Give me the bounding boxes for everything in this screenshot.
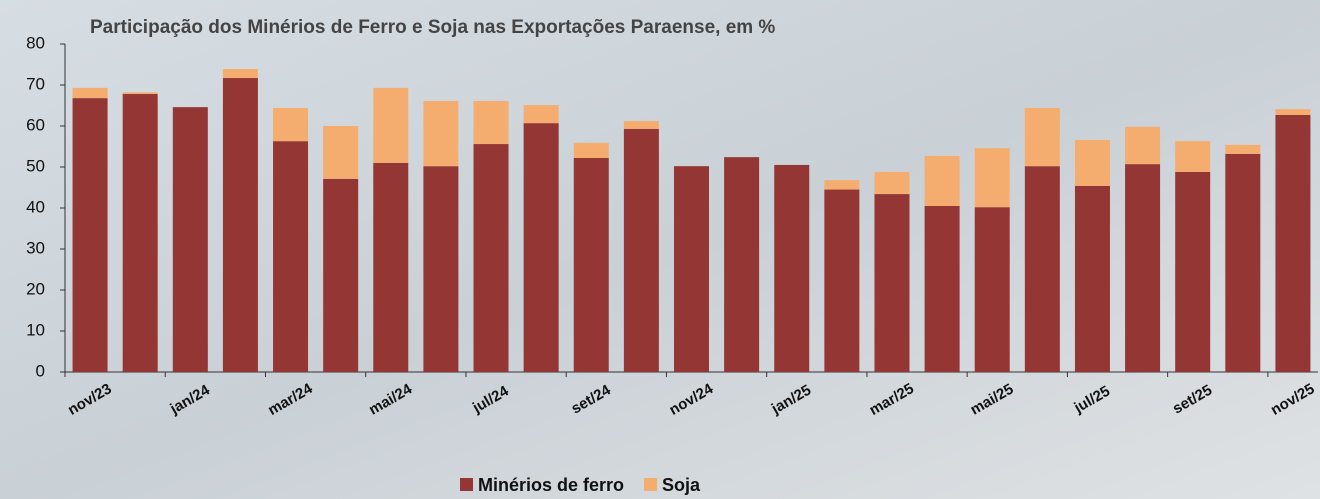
- bar-segment: [1275, 114, 1311, 373]
- y-tick-label: 20: [26, 279, 45, 298]
- legend-label: Minérios de ferro: [478, 475, 624, 495]
- bar-segment: [473, 100, 509, 145]
- bar-segment: [874, 171, 910, 195]
- bar-segment: [774, 164, 810, 372]
- bar-segment: [473, 144, 509, 372]
- bar-segment: [623, 121, 659, 129]
- bar-segment: [1125, 126, 1161, 165]
- y-tick-label: 50: [26, 156, 45, 175]
- bar-segment: [222, 78, 258, 372]
- bar-segment: [1225, 144, 1261, 154]
- bar-segment: [974, 207, 1010, 372]
- bar-segment: [824, 189, 860, 372]
- bar-segment: [523, 105, 559, 124]
- legend-swatch: [644, 478, 658, 491]
- bar-segment: [423, 100, 459, 167]
- bar-segment: [974, 148, 1010, 208]
- bar-segment: [573, 157, 609, 372]
- bar-segment: [573, 142, 609, 158]
- bar-segment: [674, 166, 709, 372]
- bar-segment: [824, 180, 860, 190]
- bar-segment: [373, 87, 409, 163]
- legend-swatch: [460, 478, 473, 491]
- bar-segment: [1275, 109, 1311, 115]
- y-tick-label: 10: [26, 320, 45, 339]
- bar-segment: [323, 126, 359, 179]
- bar-segment: [172, 107, 208, 372]
- bar-segment: [523, 123, 559, 372]
- bar-segment: [122, 92, 158, 95]
- bar-segment: [72, 87, 108, 99]
- bar-segment: [1175, 141, 1211, 172]
- bar-segment: [323, 178, 359, 372]
- bar-segment: [1074, 185, 1110, 372]
- bar-segment: [72, 98, 108, 373]
- bar-segment: [1225, 153, 1261, 372]
- legend-label: Soja: [662, 475, 701, 495]
- bar-segment: [724, 157, 760, 372]
- bar-segment: [423, 166, 459, 372]
- y-tick-label: 60: [26, 115, 45, 134]
- bar-segment: [273, 141, 309, 372]
- bar-segment: [924, 155, 960, 206]
- bar-segment: [924, 205, 960, 372]
- bar-segment: [623, 128, 659, 372]
- chart-title: Participação dos Minérios de Ferro e Soj…: [90, 17, 775, 38]
- bar-segment: [1024, 107, 1060, 167]
- y-tick-label: 80: [26, 33, 45, 52]
- bar-segment: [1125, 164, 1161, 372]
- y-tick-label: 70: [26, 74, 45, 93]
- bar-segment: [874, 194, 910, 372]
- bar-segment: [273, 107, 309, 142]
- bar-segment: [1074, 139, 1110, 186]
- bar-segment: [1024, 166, 1060, 372]
- bar-segment: [373, 162, 409, 372]
- bar-segment: [1175, 171, 1211, 372]
- y-tick-label: 0: [36, 361, 45, 380]
- y-tick-label: 30: [26, 238, 45, 257]
- y-tick-label: 40: [26, 197, 45, 216]
- bar-segment: [222, 69, 258, 79]
- bar-segment: [122, 94, 158, 373]
